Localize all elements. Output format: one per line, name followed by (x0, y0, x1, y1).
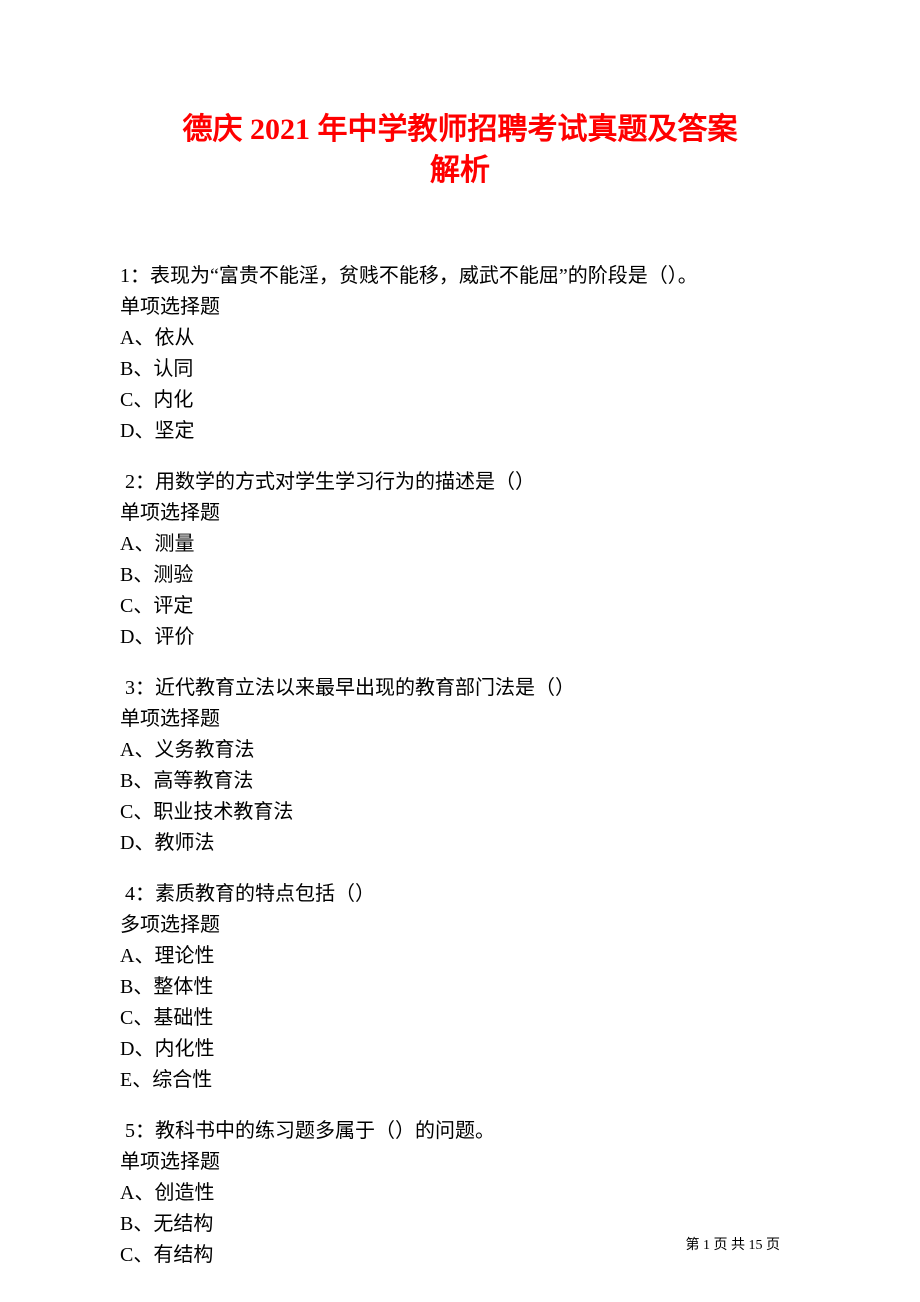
question-stem: 3：近代教育立法以来最早出现的教育部门法是（） (120, 673, 800, 704)
question-1: 1：表现为“富贵不能淫，贫贱不能移，威武不能屈”的阶段是（）。 单项选择题 A、… (120, 261, 800, 447)
question-stem: 2：用数学的方式对学生学习行为的描述是（） (120, 467, 800, 498)
question-type: 单项选择题 (120, 1147, 800, 1178)
title-line-2: 解析 (120, 151, 800, 192)
question-option: A、测量 (120, 529, 800, 560)
question-type: 单项选择题 (120, 292, 800, 323)
gap (120, 447, 800, 467)
question-option: B、认同 (120, 354, 800, 385)
question-option: A、依从 (120, 323, 800, 354)
question-type: 单项选择题 (120, 704, 800, 735)
title-line-1: 德庆 2021 年中学教师招聘考试真题及答案 (120, 110, 800, 151)
question-option: D、内化性 (120, 1034, 800, 1065)
question-option: A、义务教育法 (120, 735, 800, 766)
question-option: C、内化 (120, 385, 800, 416)
question-stem: 1：表现为“富贵不能淫，贫贱不能移，威武不能屈”的阶段是（）。 (120, 261, 800, 292)
title-gap (120, 191, 800, 261)
question-option: A、理论性 (120, 941, 800, 972)
question-option: C、评定 (120, 591, 800, 622)
gap (120, 1096, 800, 1116)
question-option: C、基础性 (120, 1003, 800, 1034)
question-option: D、坚定 (120, 416, 800, 447)
question-3: 3：近代教育立法以来最早出现的教育部门法是（） 单项选择题 A、义务教育法 B、… (120, 673, 800, 859)
question-option: E、综合性 (120, 1065, 800, 1096)
questions-area: 1：表现为“富贵不能淫，贫贱不能移，威武不能屈”的阶段是（）。 单项选择题 A、… (120, 261, 800, 1271)
question-type: 单项选择题 (120, 498, 800, 529)
gap (120, 653, 800, 673)
question-option: C、职业技术教育法 (120, 797, 800, 828)
question-option: A、创造性 (120, 1178, 800, 1209)
question-stem: 4：素质教育的特点包括（） (120, 879, 800, 910)
gap (120, 859, 800, 879)
question-option: D、评价 (120, 622, 800, 653)
question-stem: 5：教科书中的练习题多属于（）的问题。 (120, 1116, 800, 1147)
question-2: 2：用数学的方式对学生学习行为的描述是（） 单项选择题 A、测量 B、测验 C、… (120, 467, 800, 653)
question-option: D、教师法 (120, 828, 800, 859)
question-option: B、高等教育法 (120, 766, 800, 797)
question-option: B、测验 (120, 560, 800, 591)
question-type: 多项选择题 (120, 910, 800, 941)
document-title: 德庆 2021 年中学教师招聘考试真题及答案 解析 (120, 110, 800, 191)
question-option: B、整体性 (120, 972, 800, 1003)
page-container: 德庆 2021 年中学教师招聘考试真题及答案 解析 1：表现为“富贵不能淫，贫贱… (0, 0, 920, 1302)
question-4: 4：素质教育的特点包括（） 多项选择题 A、理论性 B、整体性 C、基础性 D、… (120, 879, 800, 1096)
page-footer: 第 1 页 共 15 页 (686, 1234, 781, 1254)
